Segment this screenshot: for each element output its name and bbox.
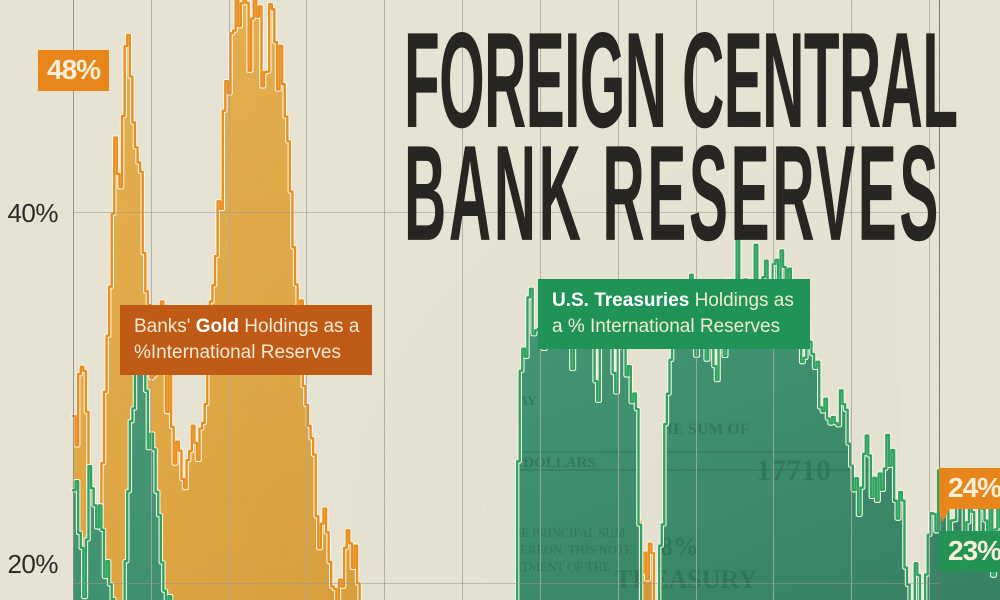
svg-text:PAY AT THE DEPARTMENT OF THE: PAY AT THE DEPARTMENT OF THE (412, 560, 611, 574)
svg-text:AND DOLLARS: AND DOLLARS (487, 455, 596, 471)
svg-text:17710: 17710 (756, 454, 831, 487)
svg-text:8%: 8% (660, 532, 699, 561)
svg-text:TREASURY: TREASURY (615, 565, 757, 594)
svg-text:RATE SPECIFIED HEREON. THIS NO: RATE SPECIFIED HEREON. THIS NOTE (412, 543, 633, 557)
svg-text:TO PAY: TO PAY (487, 394, 537, 409)
svg-text:INTEREST ON THE PRINCIPAL SUM: INTEREST ON THE PRINCIPAL SUM (422, 526, 626, 540)
